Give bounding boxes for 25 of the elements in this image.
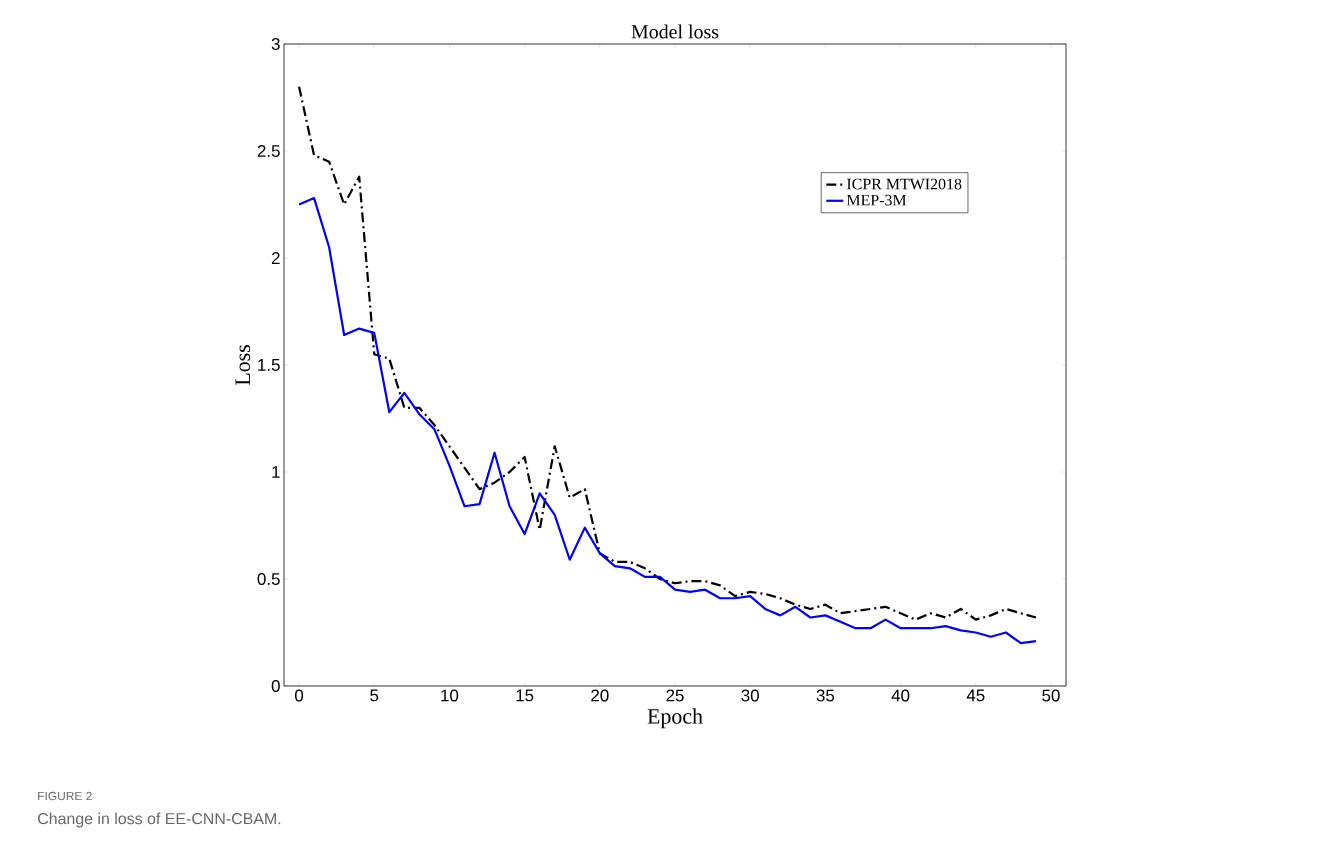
y-axis-title: Loss [235,345,251,386]
x-tick-label: 40 [891,689,910,702]
y-tick-label: 1.5 [258,359,280,371]
y-tick-label: 0.5 [257,573,280,585]
y-tick-label: 2.5 [257,144,280,157]
y-tick-label: 0 [271,680,280,692]
x-tick-label: 50 [1042,689,1060,702]
text: Change in loss of EE-CNN-CBAM. [38,812,281,828]
x-tick-label: 45 [966,689,985,702]
x-tick-label: 35 [816,689,835,702]
chart-title: Model loss [631,24,719,39]
x-tick-label: 0 [294,689,304,702]
x-tick-label: 10 [441,689,459,702]
x-axis-title: Epoch [647,708,703,729]
y-tick-label: 1 [272,466,280,478]
legend-label: MEP-3M [846,194,907,206]
legend-label: ICPR MTWI2018 [846,178,962,190]
y-tick-label: 3 [271,37,280,50]
x-tick-label: 20 [591,689,609,702]
x-tick-label: 15 [516,689,534,702]
caption: FIGURE 2 [38,791,92,801]
x-tick-label: 25 [666,689,684,702]
y-tick-label: 2 [271,252,280,264]
x-tick-label: 5 [370,689,379,702]
x-tick-label: 30 [741,689,759,702]
